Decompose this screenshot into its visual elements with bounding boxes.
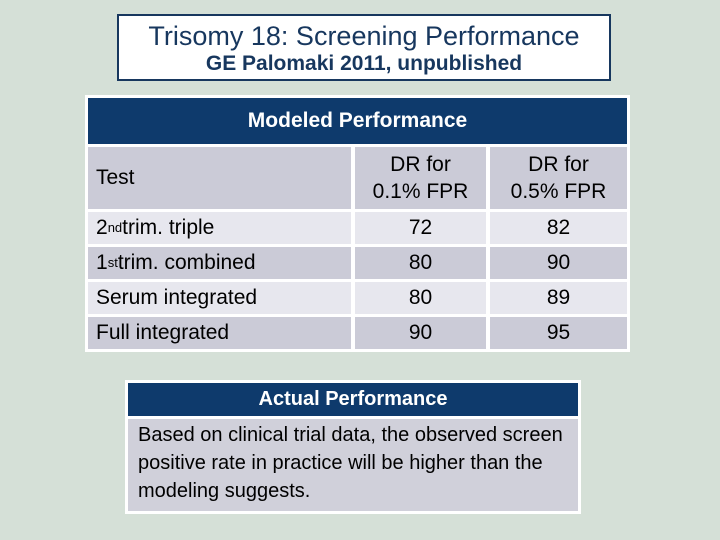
table-row-label: Full integrated [88,317,351,349]
table-cell-dr01: 80 [355,247,486,279]
column-header-test: Test [88,147,351,209]
row-label-base: 2 [96,216,108,239]
table-row-label: Serum integrated [88,282,351,314]
table-cell-dr05: 95 [490,317,627,349]
modeled-performance-table: Modeled Performance Test DR for 0.1% FPR… [85,95,630,352]
column-header-line: DR for [390,152,451,176]
title-box: Trisomy 18: Screening Performance GE Pal… [117,14,611,81]
column-header-line: DR for [528,152,589,176]
slide-subtitle: GE Palomaki 2011, unpublished [205,52,523,76]
table-cell-dr01: 72 [355,212,486,244]
actual-performance-text: Based on clinical trial data, the observ… [128,419,578,511]
row-label-text: trim. triple [122,216,215,239]
column-header-line: 0.1% FPR [372,180,469,203]
actual-performance-box: Actual Performance Based on clinical tri… [125,380,581,514]
row-label-base: 1 [96,251,108,274]
slide-title: Trisomy 18: Screening Performance [148,21,580,51]
table-cell-dr01: 80 [355,282,486,314]
actual-performance-header: Actual Performance [128,383,578,416]
table-cell-dr01: 90 [355,317,486,349]
column-header-dr-0.5-fpr: DR for 0.5% FPR [490,147,627,209]
table-cell-dr05: 89 [490,282,627,314]
row-label-text: Serum integrated [96,286,258,309]
row-label-text: Full integrated [96,321,230,344]
column-header-dr-0.1-fpr: DR for 0.1% FPR [355,147,486,209]
row-label-text: trim. combined [117,251,256,274]
table-cell-dr05: 82 [490,212,627,244]
column-header-line: 0.5% FPR [510,180,607,203]
modeled-performance-header: Modeled Performance [88,98,627,144]
table-cell-dr05: 90 [490,247,627,279]
